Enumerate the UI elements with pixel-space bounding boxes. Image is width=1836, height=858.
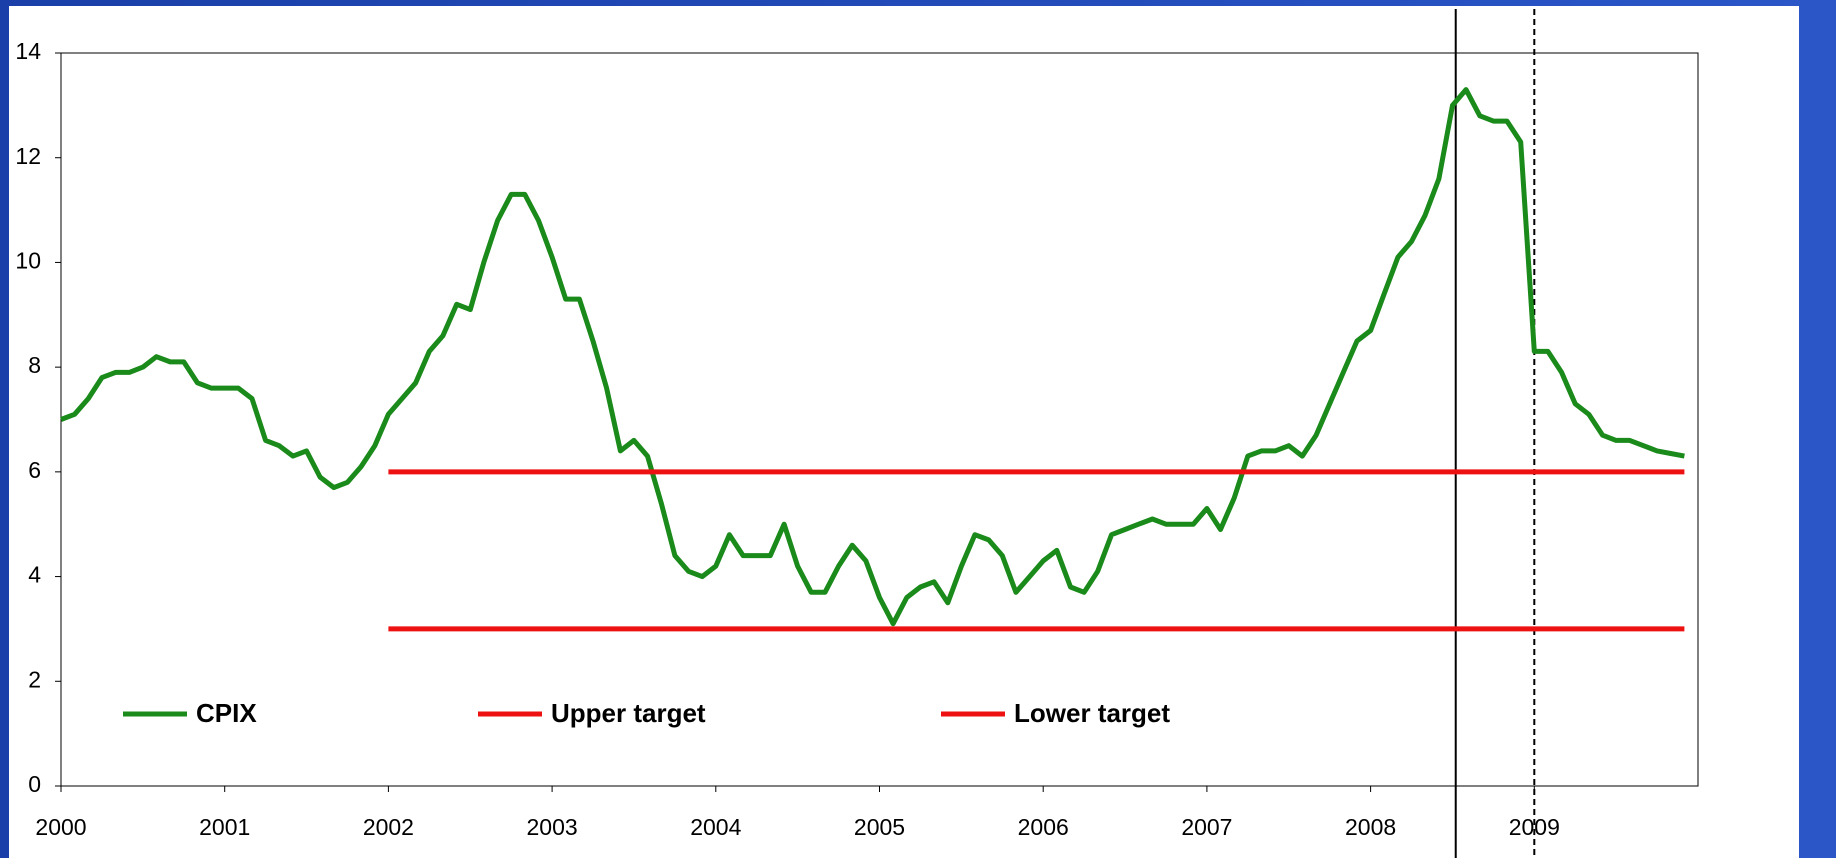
x-tick-label: 2007: [1181, 814, 1232, 840]
x-tick-label: 2000: [35, 814, 86, 840]
legend-label: CPIX: [196, 698, 257, 728]
y-tick-label: 14: [15, 38, 41, 64]
x-tick-label: 2005: [854, 814, 905, 840]
x-tick-label: 2004: [690, 814, 741, 840]
x-tick-label: 2008: [1345, 814, 1396, 840]
y-tick-label: 12: [15, 143, 41, 169]
x-tick-label: 2001: [199, 814, 250, 840]
x-tick-label: 2009: [1509, 814, 1560, 840]
y-tick-label: 8: [28, 352, 41, 378]
legend-label: Upper target: [551, 698, 706, 728]
y-tick-label: 10: [15, 248, 41, 274]
panel: [9, 6, 1799, 858]
y-tick-label: 6: [28, 457, 41, 483]
series-line: [60, 87, 1685, 627]
legend-label: Lower target: [1014, 698, 1170, 728]
x-tick-label: 2002: [363, 814, 414, 840]
x-tick-label: 2003: [527, 814, 578, 840]
y-tick-label: 0: [28, 771, 41, 797]
y-tick-label: 2: [28, 666, 41, 692]
x-tick-label: 2006: [1018, 814, 1069, 840]
y-tick-label: 4: [28, 562, 41, 588]
